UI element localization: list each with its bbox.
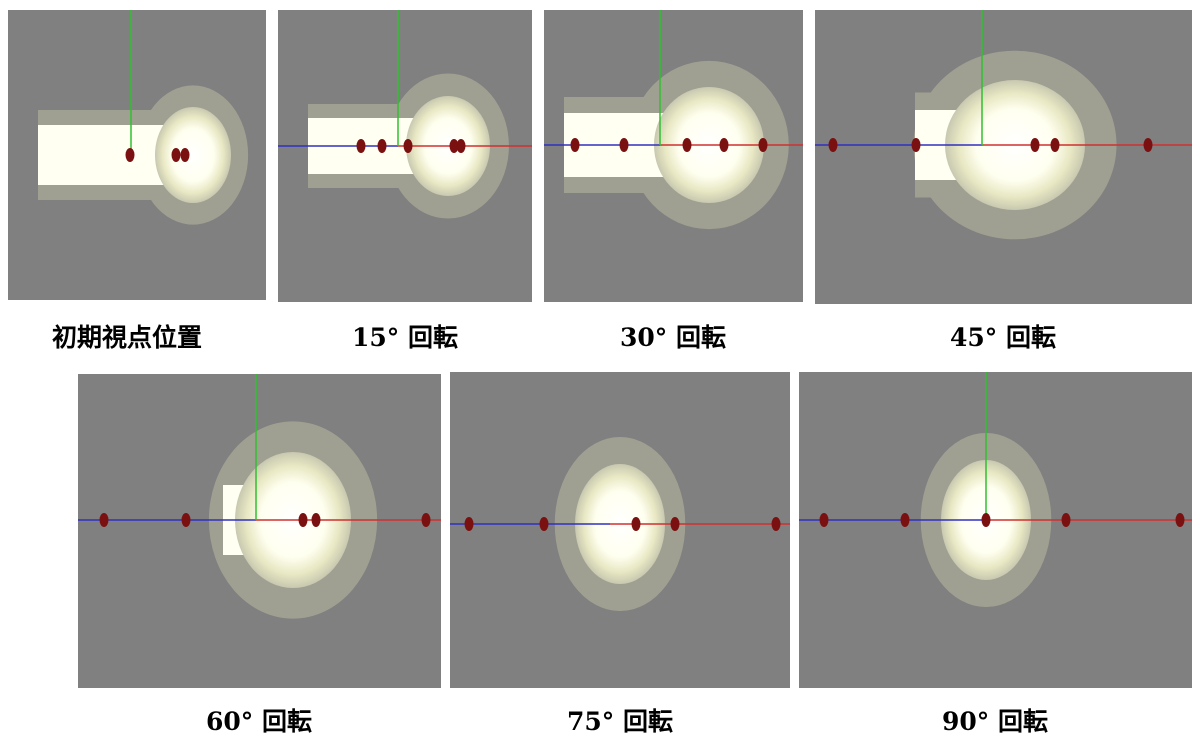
particle xyxy=(312,513,321,527)
caption: 初期視点位置 xyxy=(52,318,202,354)
particle xyxy=(772,517,781,531)
particle xyxy=(172,148,181,162)
particle xyxy=(465,517,474,531)
caption: 90° 回転 xyxy=(942,702,1048,738)
particle xyxy=(540,517,549,531)
particle xyxy=(1051,138,1060,152)
render-panel xyxy=(450,372,790,688)
particle xyxy=(1144,138,1153,152)
caption: 30° 回転 xyxy=(620,318,726,354)
render-panel xyxy=(8,10,266,300)
particle xyxy=(457,139,466,153)
particle xyxy=(100,513,109,527)
particle xyxy=(912,138,921,152)
particle xyxy=(404,139,413,153)
particle xyxy=(820,513,829,527)
particle xyxy=(829,138,838,152)
caption: 45° 回転 xyxy=(950,318,1056,354)
particle xyxy=(571,138,580,152)
caption: 75° 回転 xyxy=(567,702,673,738)
particle xyxy=(1176,513,1185,527)
render-panel xyxy=(278,10,532,302)
render-panel xyxy=(78,374,441,688)
figure: 初期視点位置 15° 回転 30° 回転 45° 回転 60° 回転 75° 回… xyxy=(0,0,1200,738)
particle xyxy=(1031,138,1040,152)
render-panel xyxy=(815,10,1192,304)
particle xyxy=(299,513,308,527)
particle xyxy=(357,139,366,153)
particle xyxy=(720,138,729,152)
particle xyxy=(632,517,641,531)
caption: 60° 回転 xyxy=(206,702,312,738)
render-panel xyxy=(544,10,803,302)
particle xyxy=(759,138,768,152)
particle xyxy=(982,513,991,527)
particle xyxy=(182,513,191,527)
particle xyxy=(181,148,190,162)
render-panel xyxy=(799,372,1192,688)
particle xyxy=(422,513,431,527)
particle xyxy=(671,517,680,531)
particle xyxy=(378,139,387,153)
particle xyxy=(126,148,135,162)
glow-bulb xyxy=(155,107,231,203)
caption: 15° 回転 xyxy=(352,318,458,354)
particle xyxy=(1062,513,1071,527)
particle xyxy=(620,138,629,152)
particle xyxy=(901,513,910,527)
particle xyxy=(683,138,692,152)
